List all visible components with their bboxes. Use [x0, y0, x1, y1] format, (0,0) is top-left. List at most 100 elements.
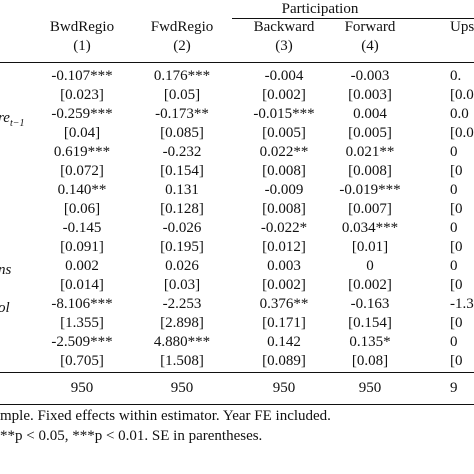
- table-cell: -8.106***: [51, 296, 113, 312]
- table-cell: -0.232: [162, 144, 202, 160]
- row-label-text: re: [0, 110, 10, 126]
- table-cell: [0.03]: [163, 277, 201, 293]
- row-label: ns: [0, 261, 11, 279]
- table-cell: [0.002]: [262, 87, 306, 103]
- table-cell: 0.135*: [349, 334, 391, 350]
- table-cell: [0.091]: [60, 239, 104, 255]
- column-header: Upstr: [450, 19, 474, 35]
- table-cell: [0.002]: [262, 277, 306, 293]
- table-cell: 0: [450, 258, 458, 274]
- table-cell: -0.026: [162, 220, 202, 236]
- table-cell: [0: [450, 277, 463, 293]
- column-number: (3): [275, 38, 293, 54]
- row-label-sub: t−1: [9, 118, 25, 129]
- table-note: **p < 0.05, ***p < 0.01. SE in parenthes…: [0, 428, 263, 444]
- column-header: BwdRegio: [49, 19, 115, 35]
- table-cell: -2.253: [162, 296, 202, 312]
- table-cell: [0.012]: [262, 239, 306, 255]
- group-header: Participation: [281, 1, 359, 17]
- mid-rule: [0, 372, 474, 373]
- table-cell: -0.009: [264, 182, 304, 198]
- table-cell: 0: [450, 182, 458, 198]
- row-label: ret−1: [0, 109, 24, 133]
- table-cell: [0.002]: [348, 277, 392, 293]
- table-cell: -0.022*: [260, 220, 308, 236]
- table-cell: [0: [450, 315, 463, 331]
- table-cell: [0.005]: [262, 125, 306, 141]
- table-cell: -0.019***: [339, 182, 401, 198]
- table-cell: -1.3: [450, 296, 474, 312]
- table-cell: -0.107***: [51, 68, 113, 84]
- n-cell: 950: [170, 380, 194, 396]
- column-number: (1): [73, 38, 91, 54]
- table-cell: -0.259***: [51, 106, 113, 122]
- table-cell: 4.880***: [153, 334, 211, 350]
- table-cell: 0.022**: [259, 144, 309, 160]
- table-cell: [0.08]: [351, 353, 389, 369]
- table-cell: -0.015***: [253, 106, 315, 122]
- table-cell: [0.085]: [160, 125, 204, 141]
- table-cell: -0.163: [350, 296, 390, 312]
- table-cell: [0: [450, 201, 463, 217]
- table-cell: [0.171]: [262, 315, 306, 331]
- row-label: ol: [0, 299, 10, 317]
- n-cell: 950: [272, 380, 296, 396]
- table-cell: [0: [450, 239, 463, 255]
- table-cell: 0: [450, 220, 458, 236]
- group-rule: [232, 18, 474, 19]
- table-cell: 0.004: [353, 106, 387, 122]
- n-cell: 950: [70, 380, 94, 396]
- table-cell: 0.021**: [345, 144, 395, 160]
- column-header: Backward: [253, 19, 315, 35]
- table-cell: [0.154]: [348, 315, 392, 331]
- table-cell: [0.195]: [160, 239, 204, 255]
- table-cell: [0.008]: [348, 163, 392, 179]
- table-cell: [0.005]: [348, 125, 392, 141]
- table-cell: 0.: [450, 68, 462, 84]
- table-cell: [0.0: [450, 125, 474, 141]
- table-cell: [0.008]: [262, 163, 306, 179]
- table-cell: [0.014]: [60, 277, 104, 293]
- table-cell: [2.898]: [160, 315, 204, 331]
- n-cell: 950: [358, 380, 382, 396]
- table-cell: -0.173**: [155, 106, 209, 122]
- table-cell: [0.0: [450, 87, 474, 103]
- table-cell: 0.619***: [53, 144, 111, 160]
- table-cell: [0.008]: [262, 201, 306, 217]
- table-cell: 0.034***: [341, 220, 399, 236]
- table-cell: [0.05]: [163, 87, 201, 103]
- table-cell: 0.0: [450, 106, 469, 122]
- table-cell: [1.355]: [60, 315, 104, 331]
- column-number: (4): [361, 38, 379, 54]
- table-cell: [0.072]: [60, 163, 104, 179]
- table-cell: [0.705]: [60, 353, 104, 369]
- table-cell: 0: [450, 144, 458, 160]
- table-cell: [0.01]: [351, 239, 389, 255]
- table-cell: 0.002: [65, 258, 99, 274]
- table-cell: [0.154]: [160, 163, 204, 179]
- table-cell: -0.145: [62, 220, 102, 236]
- table-cell: [0.023]: [60, 87, 104, 103]
- column-number: (2): [173, 38, 191, 54]
- table-cell: -0.003: [350, 68, 390, 84]
- table-cell: [0.003]: [348, 87, 392, 103]
- table-cell: [0: [450, 353, 463, 369]
- table-cell: 0.140**: [57, 182, 107, 198]
- table-note: mple. Fixed effects within estimator. Ye…: [0, 408, 331, 424]
- table-cell: [0.089]: [262, 353, 306, 369]
- table-cell: -2.509***: [51, 334, 113, 350]
- table-cell: [1.508]: [160, 353, 204, 369]
- n-cell: 9: [450, 380, 458, 396]
- table-cell: 0: [450, 334, 458, 350]
- table-cell: 0.003: [267, 258, 301, 274]
- table-cell: [0.128]: [160, 201, 204, 217]
- top-rule: [0, 62, 474, 63]
- column-header: Forward: [344, 19, 396, 35]
- row-label-text: ol: [0, 300, 10, 316]
- table-cell: [0: [450, 163, 463, 179]
- bottom-rule: [0, 404, 474, 405]
- table-cell: 0.131: [165, 182, 199, 198]
- table-cell: 0.376**: [259, 296, 309, 312]
- table-cell: [0.007]: [348, 201, 392, 217]
